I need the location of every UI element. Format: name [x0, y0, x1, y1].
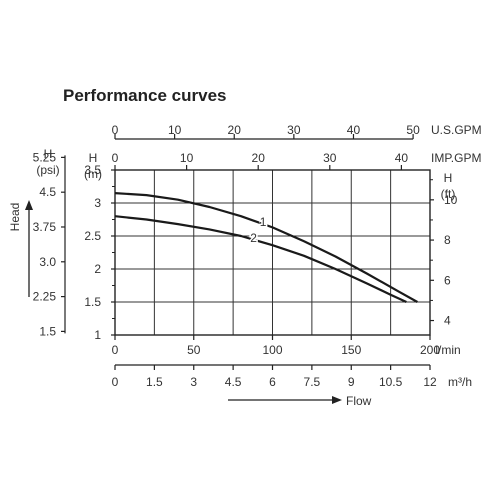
head-m-unit: (m)	[84, 167, 102, 181]
head-ft-label: H	[444, 171, 453, 185]
flow-m3h-tick-label: 10.5	[379, 375, 403, 389]
flow-usgpm-tick-label: 20	[228, 123, 242, 137]
head-m-tick-label: 2.5	[84, 229, 101, 243]
head-label: Head	[8, 203, 22, 232]
flow-lmin-tick-label: 50	[187, 343, 201, 357]
head-psi-tick-label: 3.75	[33, 220, 57, 234]
flow-label: Flow	[346, 394, 372, 408]
flow-m3h-tick-label: 3	[190, 375, 197, 389]
flow-impgpm-unit: IMP.GPM	[431, 151, 481, 165]
flow-impgpm-tick-label: 40	[395, 151, 409, 165]
head-psi-label: H	[44, 147, 53, 161]
flow-usgpm-unit: U.S.GPM	[431, 123, 482, 137]
head-ft-tick-label: 4	[444, 314, 451, 328]
flow-lmin-tick-label: 200	[420, 343, 440, 357]
flow-lmin-tick-label: 100	[262, 343, 282, 357]
series-label-1: 1	[260, 215, 267, 229]
chart-title: Performance curves	[63, 86, 227, 105]
head-psi-tick-label: 3.0	[39, 255, 56, 269]
head-psi-tick-label: 2.25	[33, 290, 57, 304]
flow-m3h-tick-label: 0	[112, 375, 119, 389]
head-ft-tick-label: 6	[444, 273, 451, 287]
flow-m3h-tick-label: 4.5	[225, 375, 242, 389]
flow-m3h-tick-label: 12	[423, 375, 437, 389]
head-ft-tick-label: 10	[444, 193, 458, 207]
flow-m3h-tick-label: 6	[269, 375, 276, 389]
series-group: 12	[114, 192, 418, 303]
grid-lines	[115, 170, 430, 335]
flow-impgpm-tick-label: 10	[180, 151, 194, 165]
series-curve-1	[114, 192, 418, 303]
head-ft-unit: (ft)	[441, 187, 456, 201]
flow-usgpm-tick-label: 10	[168, 123, 182, 137]
flow-impgpm-tick-label: 20	[252, 151, 266, 165]
flow-usgpm-tick-label: 40	[347, 123, 361, 137]
flow-m3h-tick-label: 7.5	[304, 375, 321, 389]
flow-usgpm-tick-label: 50	[406, 123, 420, 137]
head-psi-unit: (psi)	[36, 163, 59, 177]
series-curve-2	[114, 215, 407, 303]
head-m-tick-label: 2	[94, 262, 101, 276]
head-arrowhead	[25, 200, 33, 210]
head-psi-tick-label: 4.5	[39, 185, 56, 199]
flow-m3h-unit: m³/h	[448, 375, 472, 389]
head-m-tick-label: 1	[94, 328, 101, 342]
series-label-2: 2	[250, 231, 257, 245]
flow-m3h-tick-label: 9	[348, 375, 355, 389]
flow-m3h-tick-label: 1.5	[146, 375, 163, 389]
head-m-tick-label: 1.5	[84, 295, 101, 309]
flow-impgpm-tick-label: 30	[323, 151, 337, 165]
head-psi-tick-label: 5.25	[33, 150, 57, 164]
flow-lmin-tick-label: 150	[341, 343, 361, 357]
head-m-tick-label: 3.5	[84, 163, 101, 177]
head-psi-tick-label: 1.5	[39, 324, 56, 338]
flow-lmin-tick-label: 0	[112, 343, 119, 357]
head-ft-tick-label: 8	[444, 233, 451, 247]
axis-labels: H (m) H (psi) H (ft) l/min m³/h U.S.GPM IMP.GPM Fl…	[8, 123, 482, 408]
arrows	[25, 200, 342, 404]
head-m-label: H	[89, 151, 98, 165]
head-m-tick-label: 3	[94, 196, 101, 210]
flow-lmin-unit: l/min	[435, 343, 460, 357]
flow-impgpm-tick-label: 0	[112, 151, 119, 165]
flow-arrowhead	[332, 396, 342, 404]
flow-usgpm-tick-label: 0	[112, 123, 119, 137]
flow-usgpm-tick-label: 30	[287, 123, 301, 137]
